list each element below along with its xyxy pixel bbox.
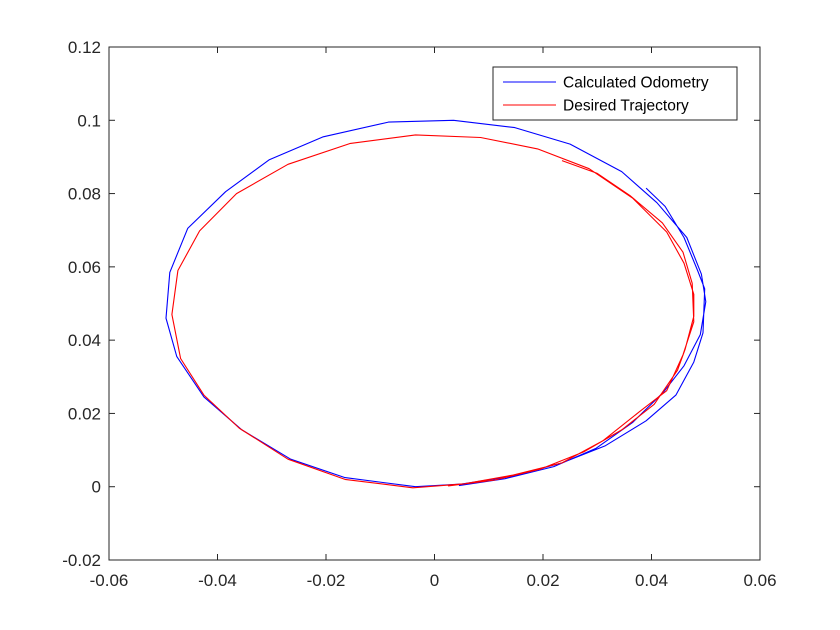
x-tick-label: -0.02	[307, 571, 346, 590]
y-tick-label: 0.04	[68, 331, 101, 350]
x-tick-label: -0.06	[90, 571, 129, 590]
x-tick-label: 0.02	[526, 571, 559, 590]
legend-label-desired-trajectory: Desired Trajectory	[563, 98, 689, 115]
legend-box	[492, 66, 738, 121]
y-tick-label: -0.02	[62, 551, 101, 570]
y-tick-label: 0.12	[68, 38, 101, 57]
axes-box	[108, 46, 761, 561]
y-tick-label: 0.02	[68, 404, 101, 423]
x-tick-label: 0	[430, 571, 439, 590]
x-tick-label: 0.06	[743, 571, 776, 590]
y-tick-label: 0	[92, 478, 101, 497]
x-tick-label: -0.04	[198, 571, 237, 590]
series-line-calculated-odometry	[165, 119, 707, 488]
y-tick-label: 0.08	[68, 185, 101, 204]
series-line-desired-trajectory	[171, 134, 695, 489]
y-tick-label: 0.06	[68, 258, 101, 277]
plot-area	[165, 119, 707, 489]
legend-label-calculated-odometry: Calculated Odometry	[563, 75, 709, 92]
legend: Calculated Odometry Desired Trajectory	[492, 66, 738, 121]
y-tick-label: 0.1	[77, 111, 101, 130]
x-tick-label: 0.04	[635, 571, 668, 590]
axes: -0.06 -0.04 -0.02 0 0.02 0.04 0.06 -0.02 0 0.02 0.…	[62, 38, 776, 590]
